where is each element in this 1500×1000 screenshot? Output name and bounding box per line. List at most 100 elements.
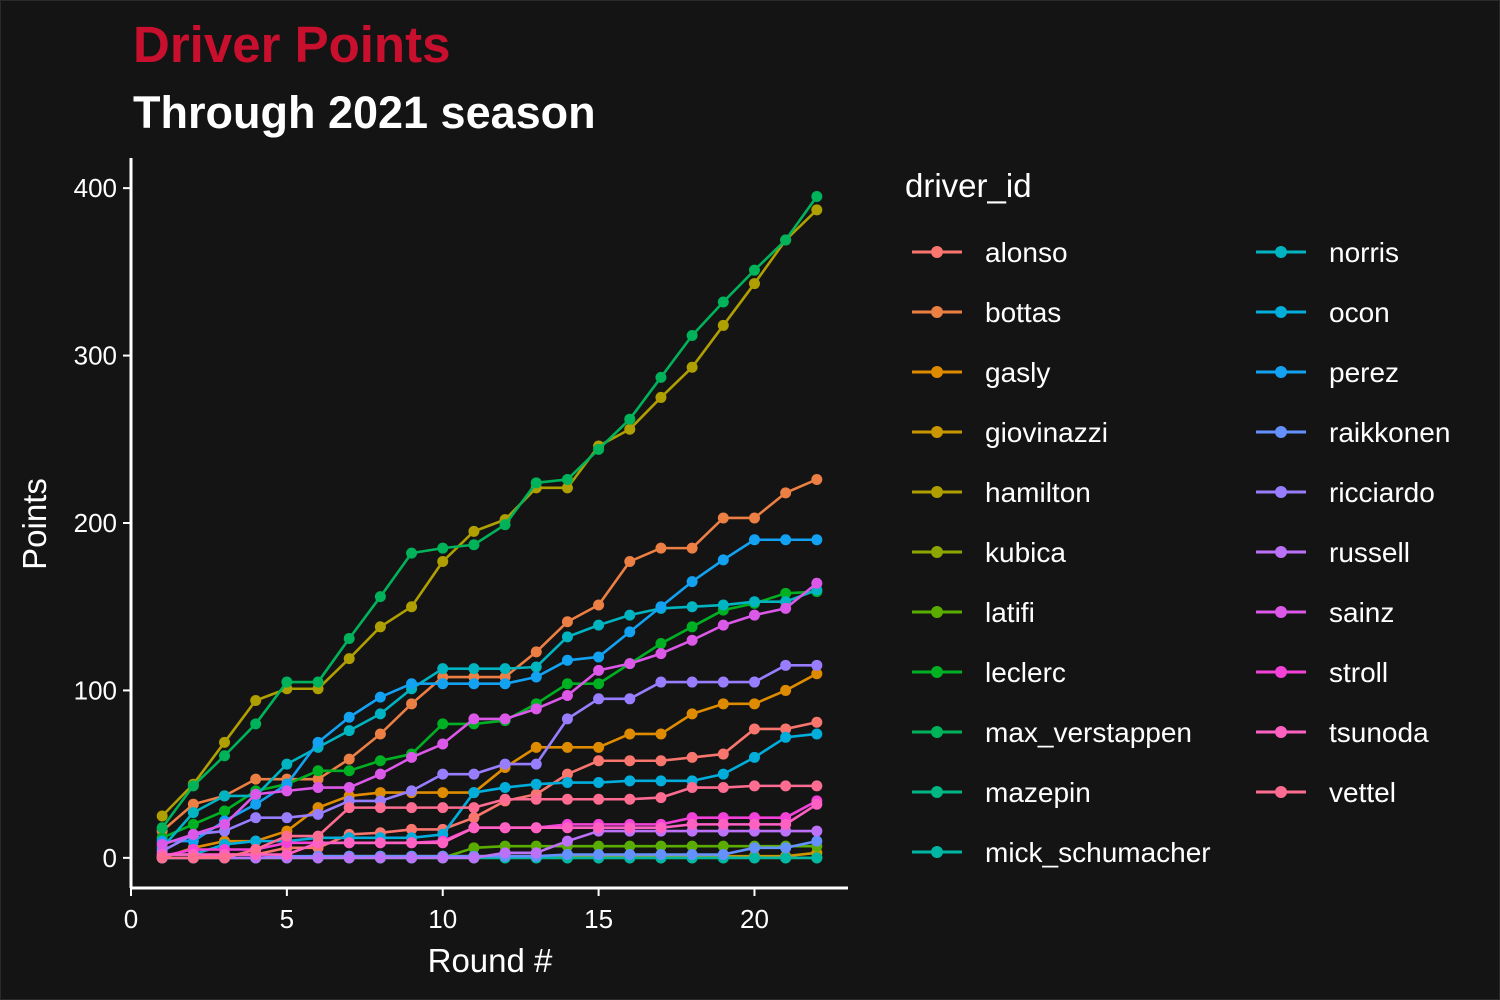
data-point [343, 711, 355, 723]
data-point [748, 596, 760, 608]
data-point [374, 621, 386, 633]
data-point [655, 849, 667, 861]
y-tick-label: 300 [74, 341, 117, 371]
data-point [811, 780, 823, 792]
data-point [686, 818, 698, 830]
data-point [624, 658, 636, 670]
data-point [374, 802, 386, 814]
data-point [406, 678, 418, 690]
data-point [250, 843, 262, 855]
data-point [250, 718, 262, 730]
legend-key-point [1275, 726, 1287, 738]
data-point [530, 741, 542, 753]
data-point [561, 777, 573, 789]
x-tick-label: 0 [124, 904, 138, 934]
data-point [374, 768, 386, 780]
data-point [811, 191, 823, 203]
data-point [437, 787, 449, 799]
data-point [780, 602, 792, 614]
data-point [593, 599, 605, 611]
y-tick-label: 400 [74, 173, 117, 203]
data-point [811, 825, 823, 837]
data-point [343, 765, 355, 777]
legend-label: gasly [985, 357, 1050, 388]
data-point [686, 329, 698, 341]
data-point [780, 731, 792, 743]
data-point [717, 782, 729, 794]
data-point [499, 519, 511, 531]
legend-key-point [1275, 366, 1287, 378]
series-line [162, 538, 817, 843]
data-point [406, 601, 418, 613]
data-point [468, 842, 480, 854]
data-point [748, 534, 760, 546]
data-point [561, 473, 573, 485]
data-point [593, 678, 605, 690]
data-point [250, 835, 262, 847]
data-point [624, 775, 636, 787]
legend-key-point [1275, 786, 1287, 798]
data-point [530, 822, 542, 834]
data-point [624, 626, 636, 638]
data-point [468, 787, 480, 799]
legend-key-point [1275, 666, 1287, 678]
data-point [187, 818, 199, 830]
series-line [161, 582, 818, 846]
data-point [343, 653, 355, 665]
legend-item: perez [1256, 357, 1399, 388]
data-point [530, 758, 542, 770]
data-point [686, 361, 698, 373]
data-point [406, 698, 418, 710]
data-point [593, 755, 605, 767]
data-point [343, 633, 355, 645]
data-point [530, 671, 542, 683]
plot-lines [156, 191, 823, 864]
series-line [161, 590, 817, 839]
legend-key-point [931, 846, 943, 858]
legend-item: mazepin [912, 777, 1091, 808]
data-point [811, 659, 823, 671]
data-point [780, 659, 792, 671]
data-point [406, 823, 418, 835]
data-point [780, 818, 792, 830]
data-point [655, 391, 667, 403]
data-point [561, 616, 573, 628]
data-point [561, 849, 573, 861]
data-point [780, 234, 792, 246]
data-point [593, 443, 605, 455]
series-line [161, 588, 818, 849]
legend-label: sainz [1329, 597, 1394, 628]
data-point [499, 793, 511, 805]
data-point [561, 835, 573, 847]
data-point [780, 534, 792, 546]
data-point [187, 807, 199, 819]
data-point [811, 668, 823, 680]
legend-label: kubica [985, 537, 1066, 568]
legend-key-point [931, 546, 943, 558]
data-point [593, 619, 605, 631]
series-sainz [156, 577, 823, 850]
data-point [561, 654, 573, 666]
data-point [780, 487, 792, 499]
legend-item: russell [1256, 537, 1410, 568]
data-point [437, 556, 449, 568]
data-point [593, 793, 605, 805]
legend-label: leclerc [985, 657, 1066, 688]
legend-label: alonso [985, 237, 1068, 268]
legend-item: stroll [1256, 657, 1388, 688]
data-point [312, 808, 324, 820]
data-point [780, 723, 792, 735]
data-point [219, 750, 231, 762]
data-point [281, 785, 293, 797]
data-point [593, 693, 605, 705]
legend-item: max_verstappen [912, 717, 1192, 748]
data-point [187, 780, 199, 792]
legend-key-point [931, 486, 943, 498]
data-point [811, 728, 823, 740]
legend-label: tsunoda [1329, 717, 1429, 748]
data-point [499, 663, 511, 675]
data-point [624, 556, 636, 568]
data-point [219, 790, 231, 802]
data-point [748, 780, 760, 792]
